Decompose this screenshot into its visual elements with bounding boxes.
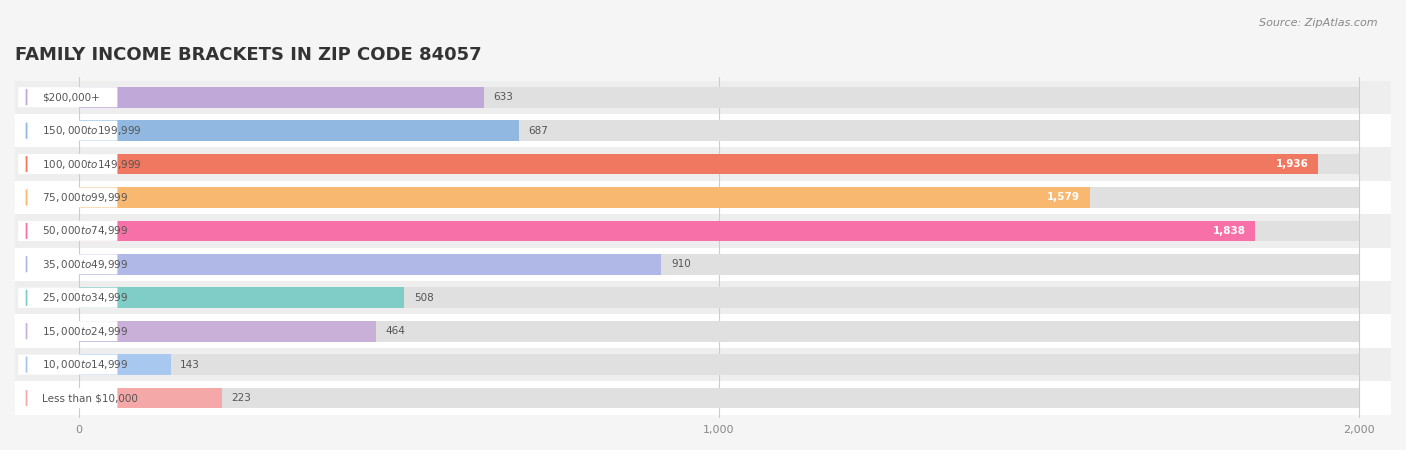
Text: $150,000 to $199,999: $150,000 to $199,999 (42, 124, 142, 137)
FancyBboxPatch shape (18, 254, 118, 274)
Text: $10,000 to $14,999: $10,000 to $14,999 (42, 358, 128, 371)
Text: Less than $10,000: Less than $10,000 (42, 393, 138, 403)
Bar (79, 321, 375, 342)
Text: 1,838: 1,838 (1213, 226, 1246, 236)
Bar (79, 354, 1360, 375)
Bar (79, 154, 1360, 175)
Bar (79, 220, 1256, 241)
FancyBboxPatch shape (18, 321, 118, 341)
Bar (79, 87, 484, 108)
Text: $100,000 to $149,999: $100,000 to $149,999 (42, 158, 142, 171)
Bar (79, 154, 1317, 175)
Text: $200,000+: $200,000+ (42, 92, 100, 102)
Bar (79, 387, 1360, 408)
Bar (15, 81, 1391, 114)
Text: 464: 464 (385, 326, 405, 336)
Bar (79, 387, 222, 408)
Bar (15, 381, 1391, 415)
Text: 223: 223 (232, 393, 252, 403)
Bar (15, 348, 1391, 381)
Text: $50,000 to $74,999: $50,000 to $74,999 (42, 225, 128, 238)
Bar (79, 288, 404, 308)
FancyBboxPatch shape (18, 355, 118, 374)
Text: $35,000 to $49,999: $35,000 to $49,999 (42, 258, 128, 271)
Text: 910: 910 (671, 259, 690, 269)
Bar (15, 281, 1391, 315)
FancyBboxPatch shape (18, 121, 118, 141)
Bar (15, 248, 1391, 281)
Text: 1,936: 1,936 (1275, 159, 1309, 169)
Text: 143: 143 (180, 360, 200, 369)
Bar (15, 147, 1391, 181)
Bar (79, 187, 1360, 208)
Text: Source: ZipAtlas.com: Source: ZipAtlas.com (1260, 18, 1378, 28)
Text: $25,000 to $34,999: $25,000 to $34,999 (42, 291, 128, 304)
Bar (79, 321, 1360, 342)
Text: 687: 687 (529, 126, 548, 135)
Bar (79, 254, 661, 274)
Text: $75,000 to $99,999: $75,000 to $99,999 (42, 191, 128, 204)
Bar (79, 120, 1360, 141)
Bar (79, 288, 1360, 308)
Bar (15, 315, 1391, 348)
Bar (79, 187, 1090, 208)
Text: 633: 633 (494, 92, 513, 102)
Text: $15,000 to $24,999: $15,000 to $24,999 (42, 324, 128, 338)
FancyBboxPatch shape (18, 87, 118, 107)
Text: 1,579: 1,579 (1047, 193, 1080, 202)
Bar (79, 220, 1360, 241)
Bar (15, 214, 1391, 248)
FancyBboxPatch shape (18, 221, 118, 241)
Bar (79, 354, 170, 375)
Bar (15, 114, 1391, 147)
Bar (79, 120, 519, 141)
Bar (79, 254, 1360, 274)
Bar (15, 181, 1391, 214)
FancyBboxPatch shape (18, 288, 118, 308)
Text: FAMILY INCOME BRACKETS IN ZIP CODE 84057: FAMILY INCOME BRACKETS IN ZIP CODE 84057 (15, 46, 482, 64)
FancyBboxPatch shape (18, 388, 118, 408)
FancyBboxPatch shape (18, 154, 118, 174)
FancyBboxPatch shape (18, 188, 118, 207)
Text: 508: 508 (413, 293, 433, 303)
Bar (79, 87, 1360, 108)
